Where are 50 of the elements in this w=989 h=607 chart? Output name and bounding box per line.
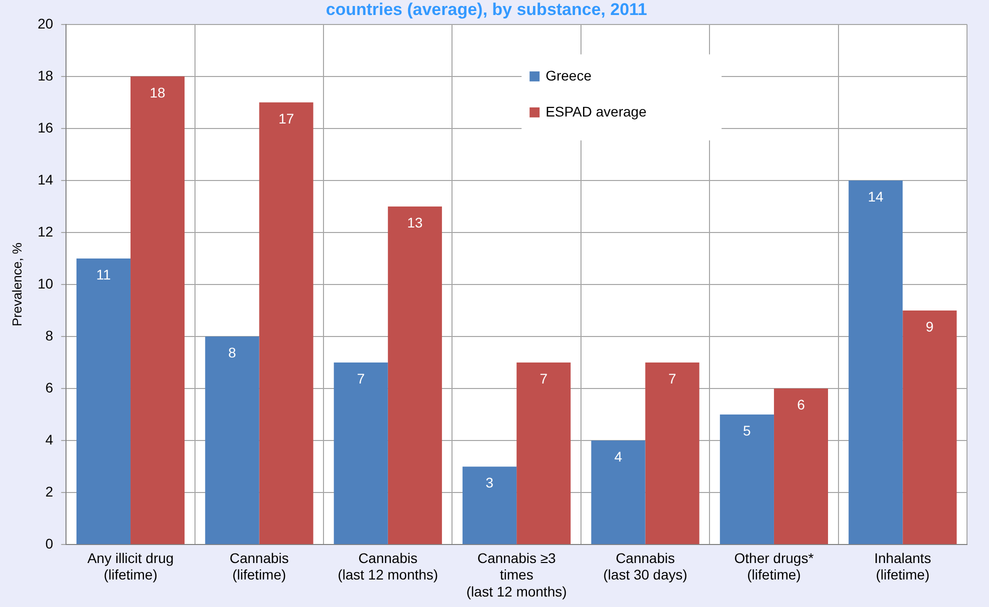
x-tick-label: Other drugs* (lifetime) — [734, 550, 814, 583]
bar — [205, 336, 260, 544]
data-label: 7 — [356, 370, 365, 386]
y-tick-label: 18 — [38, 67, 54, 84]
bar — [848, 180, 903, 544]
x-tick-label: Cannabis ≥3 times (last 12 months) — [466, 550, 567, 600]
bar — [516, 362, 571, 544]
bar — [76, 258, 131, 544]
bar — [259, 102, 314, 544]
data-label: 7 — [540, 370, 548, 386]
data-label: 4 — [614, 448, 622, 464]
legend-label: Greece — [546, 67, 592, 84]
bar — [774, 388, 828, 544]
bar — [130, 76, 185, 544]
data-label: 14 — [868, 188, 884, 204]
bar — [462, 466, 517, 544]
data-label: 17 — [278, 110, 294, 126]
y-tick-label: 20 — [38, 15, 54, 32]
bar — [645, 362, 700, 544]
data-label: 8 — [228, 344, 236, 360]
x-tick-label: Cannabis (last 12 months) — [338, 550, 438, 583]
x-tick-label: Any illicit drug (lifetime) — [87, 550, 174, 583]
bar — [902, 310, 957, 544]
y-tick-label: 16 — [38, 119, 54, 136]
y-tick-label: 6 — [45, 379, 54, 396]
legend-label: ESPAD average — [546, 103, 647, 120]
y-tick-label: 0 — [45, 535, 54, 552]
y-tick-label: 12 — [38, 223, 54, 240]
chart-title: countries (average), by substance, 2011 — [326, 0, 648, 19]
data-label: 9 — [926, 318, 934, 334]
bar — [591, 440, 646, 544]
data-label: 5 — [743, 422, 752, 438]
bar — [388, 206, 442, 544]
y-tick-label: 4 — [45, 431, 54, 448]
x-tick-label: Cannabis (last 30 days) — [603, 550, 688, 583]
data-label: 13 — [407, 214, 423, 230]
bar — [720, 414, 774, 544]
data-label: 7 — [668, 370, 676, 386]
y-tick-label: 10 — [38, 275, 54, 292]
bar — [334, 362, 388, 544]
y-tick-label: 2 — [45, 483, 54, 500]
y-axis-title: Prevalence, % — [9, 242, 24, 326]
data-label: 3 — [486, 474, 494, 490]
data-label: 18 — [150, 84, 166, 100]
x-tick-label: Inhalants (lifetime) — [874, 550, 932, 583]
y-tick-label: 14 — [38, 171, 54, 188]
data-label: 6 — [797, 396, 806, 412]
data-label: 11 — [96, 266, 111, 282]
x-tick-label: Cannabis (lifetime) — [230, 550, 289, 583]
y-tick-label: 8 — [45, 327, 54, 344]
